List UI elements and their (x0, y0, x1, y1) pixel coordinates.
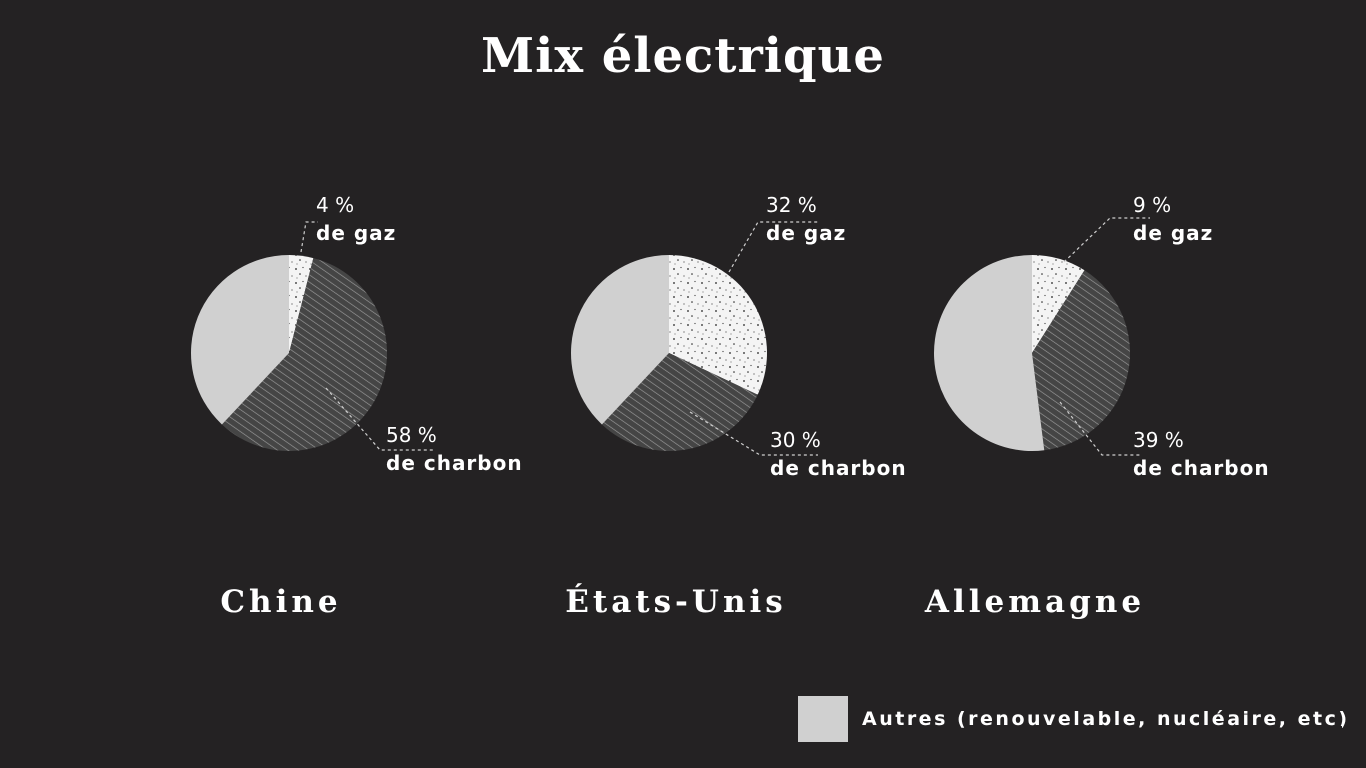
legend-label: Autres (renouvelable, nucléaire, etc) (862, 708, 1350, 730)
gaz-percent-label: 9 % (1133, 193, 1171, 217)
gaz-percent-label: 32 % (766, 193, 817, 217)
pie-slice-autres (191, 255, 289, 425)
pie-slice-gaz (669, 255, 767, 395)
legend: Autres (renouvelable, nucléaire, etc) (798, 696, 1350, 742)
leader-line-gaz (300, 221, 318, 253)
charbon-label: de charbon (770, 456, 907, 480)
leader-line-gaz (728, 221, 818, 273)
pie-charts: 4 % de gaz 58 % de charbon 32 % de gaz 30 % de … (191, 193, 1270, 480)
country-label-etats-unis: États-Unis (565, 584, 787, 620)
gaz-label: de gaz (766, 221, 846, 245)
country-label-allemagne: Allemagne (924, 584, 1146, 620)
gaz-label: de gaz (1133, 221, 1213, 245)
pie-slice-gaz (1032, 255, 1085, 353)
gaz-label: de gaz (316, 221, 396, 245)
legend-swatch-autres (798, 696, 848, 742)
pie-slice-autres (570, 255, 669, 425)
pie-slice-gaz (289, 255, 314, 353)
charbon-percent-label: 58 % (386, 423, 437, 447)
pie-slice-charbon (221, 258, 387, 452)
pie-slice-charbon (1032, 270, 1130, 451)
pie-slice-autres (933, 255, 1045, 451)
charbon-label: de charbon (1133, 456, 1270, 480)
charbon-percent-label: 39 % (1133, 428, 1184, 452)
legend-overlay (1300, 726, 1342, 742)
country-label-chine: Chine (220, 584, 342, 620)
leader-line-gaz (1063, 217, 1150, 263)
leader-line-charbon (689, 411, 818, 456)
slide-title: Mix électrique (481, 28, 885, 84)
pie-slice-charbon (601, 353, 758, 452)
gaz-percent-label: 4 % (316, 193, 354, 217)
charbon-label: de charbon (386, 451, 523, 475)
leader-line-charbon (1059, 401, 1140, 456)
charbon-percent-label: 30 % (770, 428, 821, 452)
